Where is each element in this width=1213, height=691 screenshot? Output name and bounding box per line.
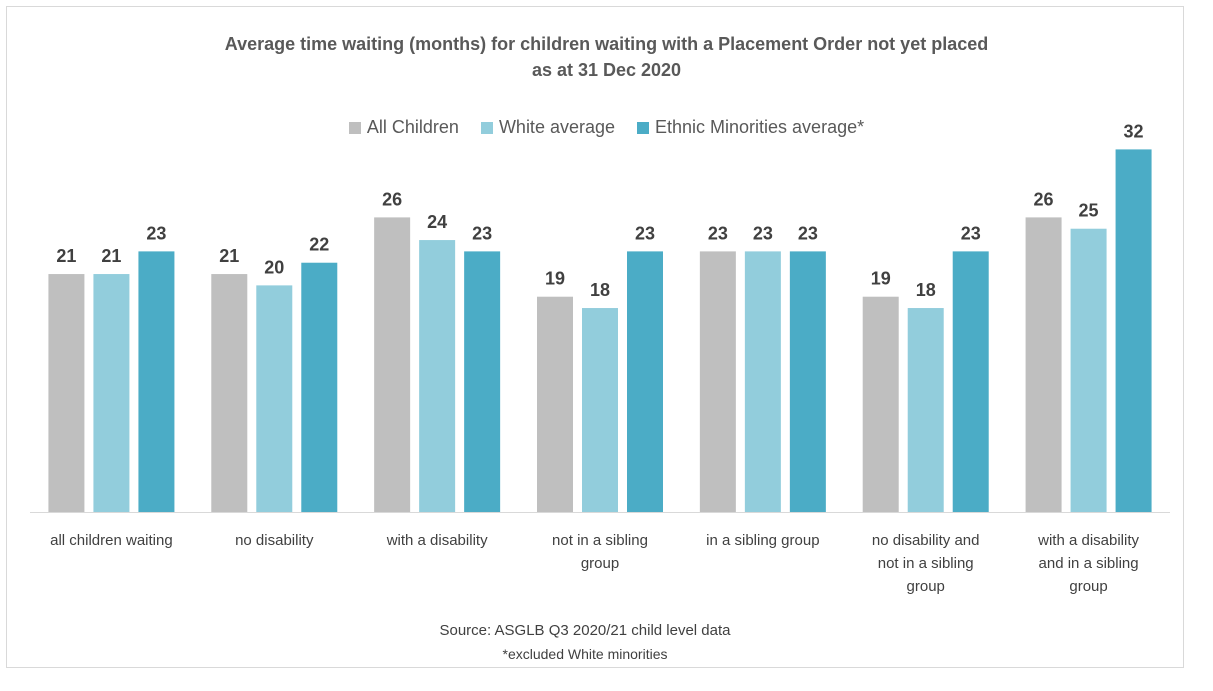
category-label-line: with a disability: [1037, 532, 1139, 549]
category-label: with a disability and in a sibling group: [1037, 532, 1139, 595]
category-label-line: not in a sibling: [878, 555, 974, 572]
category-label-line: and in a sibling: [1039, 555, 1139, 572]
footnote: *excluded White minorities: [502, 646, 668, 662]
bar: [1025, 217, 1062, 512]
data-label: 18: [590, 280, 610, 300]
chart-legend: All Children White average Ethnic Minori…: [0, 117, 1213, 138]
bar: [138, 251, 175, 512]
category-label-line: all children waiting: [50, 532, 173, 549]
data-label: 22: [309, 235, 329, 255]
legend-item-all-children: All Children: [348, 117, 459, 138]
bar: [699, 251, 736, 512]
legend-item-ethnic-minorities-average: Ethnic Minorities average*: [637, 117, 864, 138]
bar: [256, 285, 293, 512]
data-label: 23: [635, 223, 655, 243]
data-label: 20: [264, 257, 284, 277]
bar: [48, 274, 85, 512]
data-label: 21: [101, 246, 121, 266]
category-label: no disability: [235, 532, 314, 549]
legend-swatch-ethnic-minorities-average: [637, 121, 649, 134]
legend-item-white-average: White average: [480, 117, 615, 138]
legend-swatch-all-children: [348, 121, 361, 134]
category-label: not in a sibling group: [552, 532, 648, 572]
chart-title: Average time waiting (months) for childr…: [224, 34, 989, 54]
bar: [374, 217, 411, 512]
data-label: 26: [382, 189, 402, 209]
data-label: 23: [472, 223, 492, 243]
bar: [907, 308, 944, 512]
legend-label-white-average: White average: [498, 117, 615, 137]
data-label: 23: [753, 223, 773, 243]
bar: [627, 251, 663, 512]
category-label: with a disability: [386, 532, 488, 549]
bar: [789, 251, 826, 512]
bar: [301, 262, 338, 512]
data-label: 19: [545, 269, 565, 289]
category-label-line: no disability and: [872, 532, 980, 549]
data-label: 26: [1034, 189, 1054, 209]
chart-subtitle: as at 31 Dec 2020: [531, 60, 682, 80]
bar: [537, 296, 573, 512]
data-label: 19: [871, 269, 891, 289]
category-label-line: not in a sibling: [552, 532, 648, 549]
data-label: 32: [1124, 121, 1144, 141]
category-label: in a sibling group: [706, 532, 819, 549]
bar: [862, 296, 899, 512]
data-label: 25: [1079, 201, 1099, 221]
data-label: 23: [146, 223, 166, 243]
category-label-line: group: [907, 578, 945, 595]
category-label: all children waiting: [50, 532, 173, 549]
data-label: 23: [708, 223, 728, 243]
data-label: 18: [916, 280, 936, 300]
legend-swatch-white-average: [480, 121, 493, 134]
legend-label-all-children: All Children: [366, 117, 459, 137]
source-note: Source: ASGLB Q3 2020/21 child level dat…: [439, 622, 731, 639]
category-label: no disability and not in a sibling group: [872, 532, 980, 595]
bar: [211, 274, 248, 512]
bar: [582, 308, 618, 512]
bar: [744, 251, 781, 512]
category-label-line: with a disability: [386, 532, 488, 549]
category-label-line: group: [1069, 578, 1107, 595]
bar: [1070, 228, 1107, 512]
bar: [93, 274, 130, 512]
bar: [1115, 149, 1152, 513]
category-label-line: group: [581, 555, 619, 572]
data-label: 23: [798, 223, 818, 243]
category-label-line: no disability: [235, 532, 314, 549]
bar: [419, 240, 456, 512]
data-label: 23: [961, 223, 981, 243]
legend-label-ethnic-minorities-average: Ethnic Minorities average*: [655, 117, 865, 137]
data-label: 21: [219, 246, 239, 266]
bar: [464, 251, 501, 512]
category-label-line: in a sibling group: [706, 532, 819, 549]
data-label: 21: [56, 246, 76, 266]
bar: [952, 251, 989, 512]
data-label: 24: [427, 212, 447, 232]
